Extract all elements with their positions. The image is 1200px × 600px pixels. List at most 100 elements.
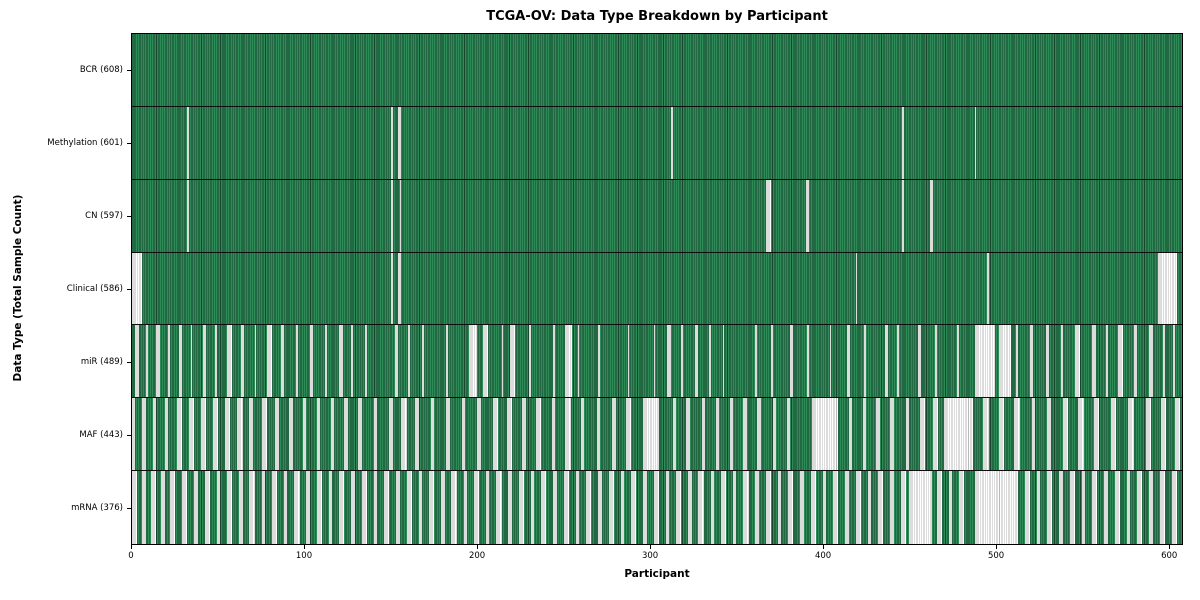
absent-segment — [581, 398, 585, 471]
absent-segment — [541, 471, 547, 544]
absent-segment — [1059, 471, 1063, 544]
absent-segment — [275, 398, 279, 471]
row-mir — [132, 325, 1182, 399]
absent-segment — [237, 398, 243, 471]
x-tick — [1169, 545, 1171, 549]
row-cn — [132, 179, 1182, 253]
absent-segment — [1081, 471, 1086, 544]
absent-segment — [132, 471, 138, 544]
absent-segment — [998, 398, 1005, 471]
y-tick-label: miR (489) — [80, 357, 123, 367]
absent-segment — [202, 325, 207, 398]
absent-segment — [845, 471, 849, 544]
absent-segment — [905, 398, 910, 471]
absent-segment — [701, 398, 706, 471]
absent-segment — [361, 471, 367, 544]
absent-segment — [226, 471, 233, 544]
absent-segment — [522, 398, 526, 471]
absent-segment — [226, 325, 233, 398]
absent-segment — [446, 398, 450, 471]
absent-segment — [789, 325, 794, 398]
absent-segment — [168, 325, 170, 398]
absent-segment — [190, 325, 193, 398]
absent-segment — [902, 106, 904, 179]
absent-segment — [391, 252, 393, 325]
absent-segment — [681, 325, 683, 398]
absent-segment — [667, 325, 671, 398]
absent-segment — [653, 325, 656, 398]
absent-segment — [1092, 471, 1098, 544]
absent-segment — [909, 471, 932, 544]
absent-segment — [240, 325, 245, 398]
absent-segment — [708, 325, 711, 398]
absent-segment — [551, 398, 556, 471]
absent-segment — [408, 325, 411, 398]
absent-segment — [694, 325, 699, 398]
y-tick — [127, 362, 131, 363]
absent-segment — [142, 471, 146, 544]
absent-segment — [917, 325, 922, 398]
absent-segment — [715, 398, 720, 471]
absent-segment — [1149, 325, 1153, 398]
absent-segment — [145, 325, 148, 398]
absent-segment — [890, 398, 894, 471]
absent-segment — [261, 398, 267, 471]
absent-segment — [846, 325, 851, 398]
absent-segment — [254, 325, 257, 398]
absent-segment — [294, 471, 300, 544]
x-tick-label: 0 — [128, 551, 134, 561]
absent-segment — [710, 471, 714, 544]
absent-segment — [627, 325, 630, 398]
absent-segment — [876, 398, 880, 471]
absent-segment — [351, 471, 355, 544]
absent-segment — [900, 471, 906, 544]
absent-segment — [1157, 252, 1177, 325]
absent-segment — [391, 106, 393, 179]
absent-segment — [135, 325, 139, 398]
absent-segment — [786, 398, 790, 471]
absent-segment — [249, 471, 255, 544]
absent-segment — [351, 325, 354, 398]
absent-segment — [686, 398, 690, 471]
absent-segment — [1118, 325, 1124, 398]
absent-segment — [974, 325, 996, 398]
absent-segment — [1133, 325, 1138, 398]
absent-segment — [855, 471, 861, 544]
absent-segment — [492, 398, 499, 471]
absent-segment — [855, 252, 858, 325]
x-tick-label: 500 — [987, 551, 1005, 561]
absent-segment — [1016, 325, 1018, 398]
absent-segment — [732, 471, 737, 544]
absent-segment — [1036, 471, 1041, 544]
absent-segment — [929, 179, 934, 252]
x-tick-label: 300 — [641, 551, 659, 561]
absent-segment — [625, 398, 632, 471]
absent-segment — [1173, 325, 1176, 398]
absent-segment — [1104, 471, 1108, 544]
x-tick — [823, 545, 825, 549]
absent-segment — [672, 398, 676, 471]
absent-segment — [302, 398, 307, 471]
absent-segment — [204, 471, 210, 544]
absent-segment — [451, 471, 457, 544]
absent-segment — [765, 179, 771, 252]
absent-segment — [974, 471, 1018, 544]
absent-segment — [943, 398, 974, 471]
y-tick — [127, 216, 131, 217]
absent-segment — [132, 398, 136, 471]
absent-segment — [670, 106, 673, 179]
absent-segment — [396, 471, 400, 544]
absent-segment — [316, 398, 321, 471]
absent-segment — [530, 471, 535, 544]
absent-segment — [812, 398, 839, 471]
absent-segment — [864, 325, 866, 398]
absent-segment — [897, 325, 899, 398]
absent-segment — [1078, 398, 1084, 471]
absent-segment — [169, 471, 176, 544]
absent-segment — [755, 471, 759, 544]
absent-segment — [1149, 471, 1153, 544]
absent-segment — [1047, 471, 1053, 544]
y-tick — [127, 435, 131, 436]
absent-segment — [755, 325, 758, 398]
y-tick — [127, 70, 131, 71]
